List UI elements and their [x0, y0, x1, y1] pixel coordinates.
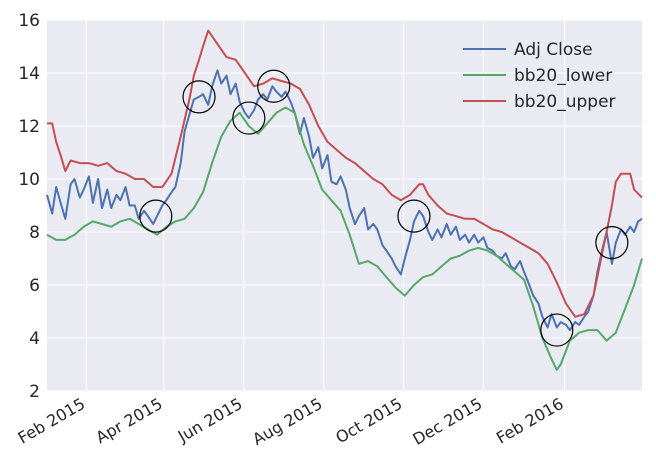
legend-label: Adj Close — [514, 40, 593, 60]
x-tick-label: Aug 2015 — [249, 394, 325, 449]
annotation-circle — [595, 226, 629, 260]
x-tick-label: Apr 2015 — [93, 394, 166, 447]
y-tick-label: 6 — [29, 276, 40, 296]
x-tick-label: Oct 2015 — [332, 394, 405, 447]
y-tick-label: 16 — [18, 11, 40, 31]
grid-lines — [47, 19, 642, 392]
y-tick-label: 4 — [29, 329, 40, 349]
y-tick-label: 8 — [29, 223, 40, 243]
annotation-circle — [232, 101, 266, 135]
x-axis-ticks: Feb 2015 Apr 2015 Jun 2015 Aug 2015 Oct 2015… — [15, 394, 567, 449]
legend-label: bb20_lower — [514, 66, 612, 86]
plot-background — [47, 20, 642, 391]
legend-label: bb20_upper — [514, 92, 616, 112]
annotation-circle — [540, 313, 574, 347]
series-line-bb20-upper — [47, 29, 643, 318]
y-tick-label: 10 — [18, 170, 40, 190]
y-axis-ticks: 2 4 6 8 10 12 14 16 — [18, 11, 40, 402]
annotation-circle — [397, 199, 431, 233]
annotation-circle — [182, 80, 216, 114]
annotation-circles — [139, 69, 629, 347]
y-tick-label: 2 — [29, 382, 40, 402]
annotation-circle — [257, 69, 291, 103]
legend: Adj Close bb20_lower bb20_upper — [463, 40, 616, 112]
x-tick-label: Jun 2015 — [174, 394, 246, 446]
x-tick-label: Feb 2015 — [15, 394, 89, 448]
y-tick-label: 12 — [18, 117, 40, 137]
x-tick-label: Feb 2016 — [493, 394, 567, 448]
x-tick-label: Dec 2015 — [409, 394, 485, 449]
y-tick-label: 14 — [18, 64, 40, 84]
annotation-circle — [139, 199, 173, 233]
